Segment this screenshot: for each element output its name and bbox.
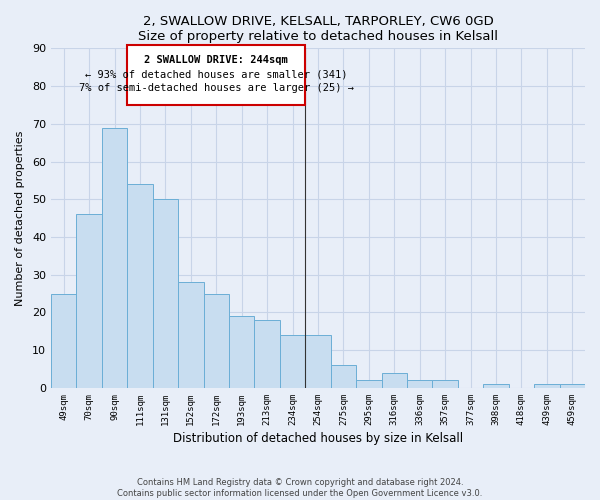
Bar bbox=[433, 380, 458, 388]
Bar bbox=[305, 335, 331, 388]
Bar bbox=[331, 366, 356, 388]
Bar bbox=[534, 384, 560, 388]
Text: 2 SWALLOW DRIVE: 244sqm: 2 SWALLOW DRIVE: 244sqm bbox=[145, 55, 288, 65]
Bar bbox=[76, 214, 102, 388]
Bar bbox=[382, 373, 407, 388]
Bar bbox=[152, 200, 178, 388]
Bar bbox=[203, 294, 229, 388]
Title: 2, SWALLOW DRIVE, KELSALL, TARPORLEY, CW6 0GD
Size of property relative to detac: 2, SWALLOW DRIVE, KELSALL, TARPORLEY, CW… bbox=[138, 15, 498, 43]
Text: 7% of semi-detached houses are larger (25) →: 7% of semi-detached houses are larger (2… bbox=[79, 83, 354, 93]
Bar bbox=[254, 320, 280, 388]
Bar bbox=[280, 335, 305, 388]
Bar bbox=[356, 380, 382, 388]
Bar bbox=[51, 294, 76, 388]
Y-axis label: Number of detached properties: Number of detached properties bbox=[15, 130, 25, 306]
FancyBboxPatch shape bbox=[127, 44, 305, 105]
Bar bbox=[560, 384, 585, 388]
Bar bbox=[229, 316, 254, 388]
Text: ← 93% of detached houses are smaller (341): ← 93% of detached houses are smaller (34… bbox=[85, 69, 347, 79]
Bar bbox=[483, 384, 509, 388]
Bar bbox=[127, 184, 152, 388]
Bar bbox=[407, 380, 433, 388]
Bar bbox=[102, 128, 127, 388]
Text: Contains HM Land Registry data © Crown copyright and database right 2024.
Contai: Contains HM Land Registry data © Crown c… bbox=[118, 478, 482, 498]
Bar bbox=[178, 282, 203, 388]
X-axis label: Distribution of detached houses by size in Kelsall: Distribution of detached houses by size … bbox=[173, 432, 463, 445]
